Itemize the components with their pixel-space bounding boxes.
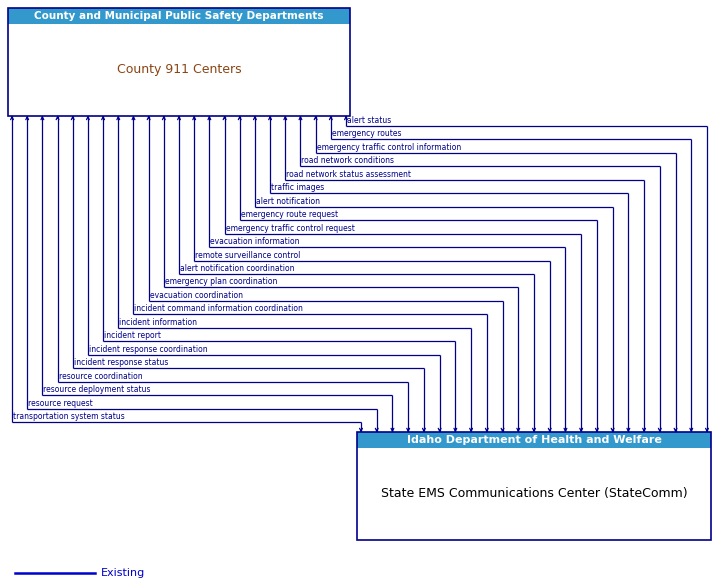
Text: incident response status: incident response status <box>74 358 168 367</box>
Text: remote surveillance control: remote surveillance control <box>195 251 301 259</box>
Text: emergency route request: emergency route request <box>241 210 338 219</box>
Text: resource request: resource request <box>28 399 93 407</box>
Text: County and Municipal Public Safety Departments: County and Municipal Public Safety Depar… <box>35 11 324 21</box>
Text: evacuation information: evacuation information <box>211 237 300 246</box>
Bar <box>8 8 350 24</box>
Text: alert notification coordination: alert notification coordination <box>180 264 295 273</box>
Text: County 911 Centers: County 911 Centers <box>116 63 242 76</box>
Text: Existing: Existing <box>101 568 145 578</box>
Text: transportation system status: transportation system status <box>13 412 125 421</box>
Text: emergency traffic control information: emergency traffic control information <box>316 143 461 152</box>
Bar <box>357 432 711 448</box>
Text: emergency plan coordination: emergency plan coordination <box>165 278 278 286</box>
Text: Idaho Department of Health and Welfare: Idaho Department of Health and Welfare <box>406 435 661 445</box>
Text: incident information: incident information <box>119 318 197 327</box>
Text: resource deployment status: resource deployment status <box>43 385 151 394</box>
Text: incident response coordination: incident response coordination <box>89 345 208 354</box>
Text: incident report: incident report <box>104 331 161 340</box>
Text: State EMS Communications Center (StateComm): State EMS Communications Center (StateCo… <box>380 487 687 501</box>
Text: incident command information coordination: incident command information coordinatio… <box>134 305 303 313</box>
Text: road network status assessment: road network status assessment <box>286 170 411 179</box>
Text: evacuation coordination: evacuation coordination <box>150 291 242 300</box>
Bar <box>8 8 350 116</box>
Text: emergency traffic control request: emergency traffic control request <box>226 224 354 232</box>
Text: road network conditions: road network conditions <box>301 156 395 166</box>
Text: alert status: alert status <box>347 116 391 125</box>
Bar <box>357 432 711 540</box>
Text: alert notification: alert notification <box>256 197 320 205</box>
Text: traffic images: traffic images <box>271 183 324 193</box>
Text: emergency routes: emergency routes <box>331 130 401 139</box>
Text: resource coordination: resource coordination <box>58 372 142 380</box>
